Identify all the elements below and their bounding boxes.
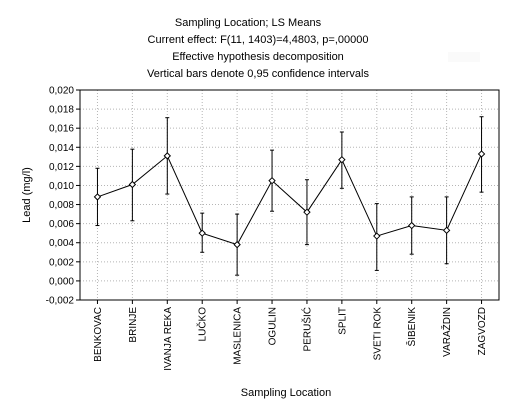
chart-title: Sampling Location; LS Means xyxy=(175,17,322,29)
y-tick-label: 0,016 xyxy=(49,124,74,135)
series-line xyxy=(93,150,486,249)
y-tick-label: 0,010 xyxy=(49,181,74,192)
x-tick-label: SPLIT xyxy=(337,307,348,335)
y-tick-label: 0,000 xyxy=(49,276,74,287)
chart-subtitle-1: Current effect: F(11, 1403)=4,4803, p=,0… xyxy=(148,34,369,46)
y-tick-label: 0,012 xyxy=(49,162,74,173)
chart-titles: Sampling Location; LS Means Current effe… xyxy=(147,17,369,80)
x-axis-ticks: BENKOVAC BRINJE IVANJA REKA LUČKO MASLENICA O… xyxy=(93,300,488,371)
y-tick-label: 0,008 xyxy=(49,200,74,211)
x-axis-label: Sampling Location xyxy=(241,387,332,399)
x-tick-label: ZAGVOZD xyxy=(477,307,488,355)
y-tick-label: 0,014 xyxy=(49,143,74,154)
legend-placeholder xyxy=(448,52,480,62)
y-tick-label: 0,002 xyxy=(49,257,74,268)
x-tick-label: IVANJA REKA xyxy=(163,307,174,371)
y-axis-ticks: 0,020 0,018 0,016 0,014 0,012 0,010 0,008 0,006… xyxy=(46,86,80,307)
data-point-marker xyxy=(93,193,102,201)
x-tick-label: BENKOVAC xyxy=(93,307,104,362)
x-tick-label: BRINJE xyxy=(128,307,139,343)
y-tick-label: 0,004 xyxy=(49,238,74,249)
chart-subtitle-2: Effective hypothesis decomposition xyxy=(172,51,344,63)
data-point-marker xyxy=(373,232,381,240)
x-tick-label: MASLENICA xyxy=(233,307,244,365)
x-tick-label: OGULIN xyxy=(268,307,279,345)
data-point-marker xyxy=(198,229,206,237)
series-polyline xyxy=(97,153,482,246)
data-point-marker xyxy=(268,176,276,185)
y-tick-label: 0,018 xyxy=(49,105,74,116)
y-axis-label: Lead (mg/l) xyxy=(21,167,33,223)
chart-subtitle-3: Vertical bars denote 0,95 confidence int… xyxy=(147,68,369,80)
data-point-marker xyxy=(303,208,311,216)
data-point-marker xyxy=(338,155,346,164)
y-tick-label: -0,002 xyxy=(46,296,75,307)
data-point-marker xyxy=(442,226,451,235)
x-tick-label: PERUŠIĆ xyxy=(300,307,313,351)
x-tick-label: LUČKO xyxy=(196,307,209,342)
data-point-marker xyxy=(163,152,171,160)
y-tick-label: 0,006 xyxy=(49,219,74,230)
data-point-marker xyxy=(128,180,137,189)
data-point-marker xyxy=(477,150,486,158)
x-tick-label: VARAŽDIN xyxy=(440,307,453,357)
grid-lines xyxy=(80,90,499,300)
x-tick-label: ŠIBENIK xyxy=(405,307,418,347)
data-point-marker xyxy=(408,221,416,230)
plot-frame xyxy=(79,89,500,301)
data-point-marker xyxy=(233,240,241,249)
y-tick-label: 0,020 xyxy=(49,86,74,97)
x-tick-label: SVETI ROK xyxy=(372,307,383,361)
